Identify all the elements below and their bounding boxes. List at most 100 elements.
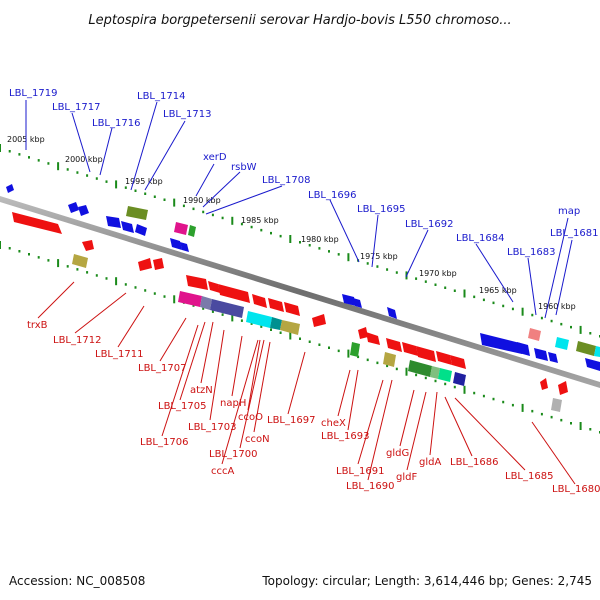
gene-box bbox=[430, 366, 440, 379]
gene-arrow bbox=[342, 294, 356, 306]
gene-label: atzN bbox=[190, 385, 213, 396]
scale-label: 1960 kbp bbox=[538, 302, 576, 311]
gene-arrow bbox=[312, 314, 326, 327]
scale-major-tick bbox=[289, 331, 292, 340]
gene-label: gldA bbox=[419, 457, 441, 468]
scale-minor-tick bbox=[502, 304, 505, 308]
scale-minor-tick bbox=[66, 168, 69, 171]
scale-major-tick bbox=[521, 403, 524, 412]
gene-arrow bbox=[180, 242, 189, 252]
scale-minor-tick bbox=[453, 385, 456, 389]
scale-minor-tick bbox=[376, 265, 379, 268]
scale-minor-tick bbox=[211, 213, 214, 217]
scale-minor-tick bbox=[153, 195, 156, 198]
scale-minor-tick bbox=[395, 367, 398, 371]
scale-minor-tick bbox=[105, 277, 108, 280]
scale-minor-tick bbox=[270, 231, 272, 235]
scale-minor-tick bbox=[134, 189, 137, 192]
scale-minor-tick bbox=[270, 328, 272, 331]
scale-minor-tick bbox=[86, 174, 89, 177]
gene-label: LBL_1703 bbox=[188, 422, 236, 433]
gene-arrow bbox=[268, 298, 284, 312]
gene-label: rsbW bbox=[231, 162, 257, 173]
scale-minor-tick bbox=[18, 153, 21, 156]
lower-leader-lines bbox=[37, 281, 576, 485]
gene-label: LBL_1708 bbox=[262, 175, 310, 186]
gene-box bbox=[551, 398, 562, 412]
scale-label: 1975 kbp bbox=[360, 252, 398, 261]
scale-minor-tick bbox=[86, 271, 89, 274]
scale-minor-tick bbox=[240, 319, 243, 322]
scale-minor-tick bbox=[386, 268, 389, 271]
gene-label: cccA bbox=[211, 466, 234, 477]
scale-minor-tick bbox=[415, 373, 418, 377]
scale-minor-tick bbox=[105, 180, 108, 183]
scale-label: 1965 kbp bbox=[479, 286, 517, 295]
gene-arrow bbox=[480, 333, 522, 354]
scale-minor-tick bbox=[531, 409, 534, 413]
scale-minor-tick bbox=[560, 418, 563, 422]
gene-label: ccoO bbox=[238, 412, 263, 423]
scale-minor-tick bbox=[95, 177, 98, 180]
scale-labels: 2005 kbp 2000 kbp 1995 kbp 1990 kbp 1985… bbox=[7, 135, 576, 311]
scale-minor-tick bbox=[8, 247, 11, 250]
scale-minor-tick bbox=[434, 283, 437, 286]
gene-box bbox=[200, 296, 212, 310]
scale-minor-tick bbox=[299, 241, 301, 244]
scale-minor-tick bbox=[221, 313, 224, 316]
scale-minor-tick bbox=[47, 259, 50, 262]
gene-label: LBL_1684 bbox=[456, 233, 504, 244]
scale-minor-tick bbox=[250, 322, 253, 325]
scale-minor-tick bbox=[279, 331, 282, 334]
gene-label: map bbox=[558, 206, 580, 217]
gene-arrow bbox=[135, 224, 147, 236]
scale-minor-tick bbox=[482, 298, 485, 302]
gene-label: LBL_1693 bbox=[321, 431, 369, 442]
scale-minor-tick bbox=[376, 361, 379, 365]
gene-arrow bbox=[82, 240, 94, 251]
gene-box bbox=[594, 346, 600, 357]
scale-minor-tick bbox=[37, 159, 40, 162]
scale-label: 2000 kbp bbox=[65, 155, 103, 164]
gene-box bbox=[383, 352, 396, 367]
gene-label: LBL_1685 bbox=[505, 471, 553, 482]
scale-minor-tick bbox=[366, 358, 369, 362]
scale-minor-tick bbox=[502, 400, 505, 404]
scale-major-tick bbox=[57, 162, 60, 171]
scale-major-tick bbox=[521, 307, 524, 316]
scale-major-tick bbox=[347, 349, 350, 358]
scale-minor-tick bbox=[202, 210, 205, 214]
scale-minor-tick bbox=[550, 319, 553, 323]
gene-label: LBL_1692 bbox=[405, 219, 453, 230]
gene-label: LBL_1717 bbox=[52, 102, 100, 113]
scale-major-tick bbox=[579, 325, 582, 334]
gene-label: xerD bbox=[203, 152, 227, 163]
gene-box bbox=[350, 342, 360, 357]
gene-box bbox=[270, 317, 282, 330]
scale-minor-tick bbox=[482, 394, 485, 398]
scale-minor-tick bbox=[550, 415, 553, 419]
scale-minor-tick bbox=[540, 316, 543, 320]
scale-minor-tick bbox=[163, 198, 166, 201]
scale-label: 1995 kbp bbox=[125, 177, 163, 186]
scale-minor-tick bbox=[337, 253, 340, 256]
gene-arrow bbox=[12, 212, 62, 234]
scale-minor-tick bbox=[570, 422, 572, 425]
gene-box bbox=[453, 372, 466, 386]
gene-box bbox=[280, 320, 300, 335]
gene-arrow bbox=[186, 275, 208, 290]
gene-arrow bbox=[517, 342, 530, 356]
gene-box bbox=[246, 311, 272, 328]
gene-label: gldG bbox=[386, 448, 409, 459]
scale-minor-tick bbox=[366, 262, 369, 265]
scale-major-tick bbox=[173, 295, 176, 304]
scale-minor-tick bbox=[8, 150, 11, 153]
gene-arrow bbox=[218, 284, 250, 303]
gene-arrow bbox=[6, 184, 14, 193]
scale-minor-tick bbox=[47, 162, 50, 165]
scale-minor-tick bbox=[299, 337, 301, 340]
gene-box bbox=[72, 254, 88, 268]
gene-arrow bbox=[585, 358, 600, 371]
gene-label: LBL_1690 bbox=[346, 481, 394, 492]
